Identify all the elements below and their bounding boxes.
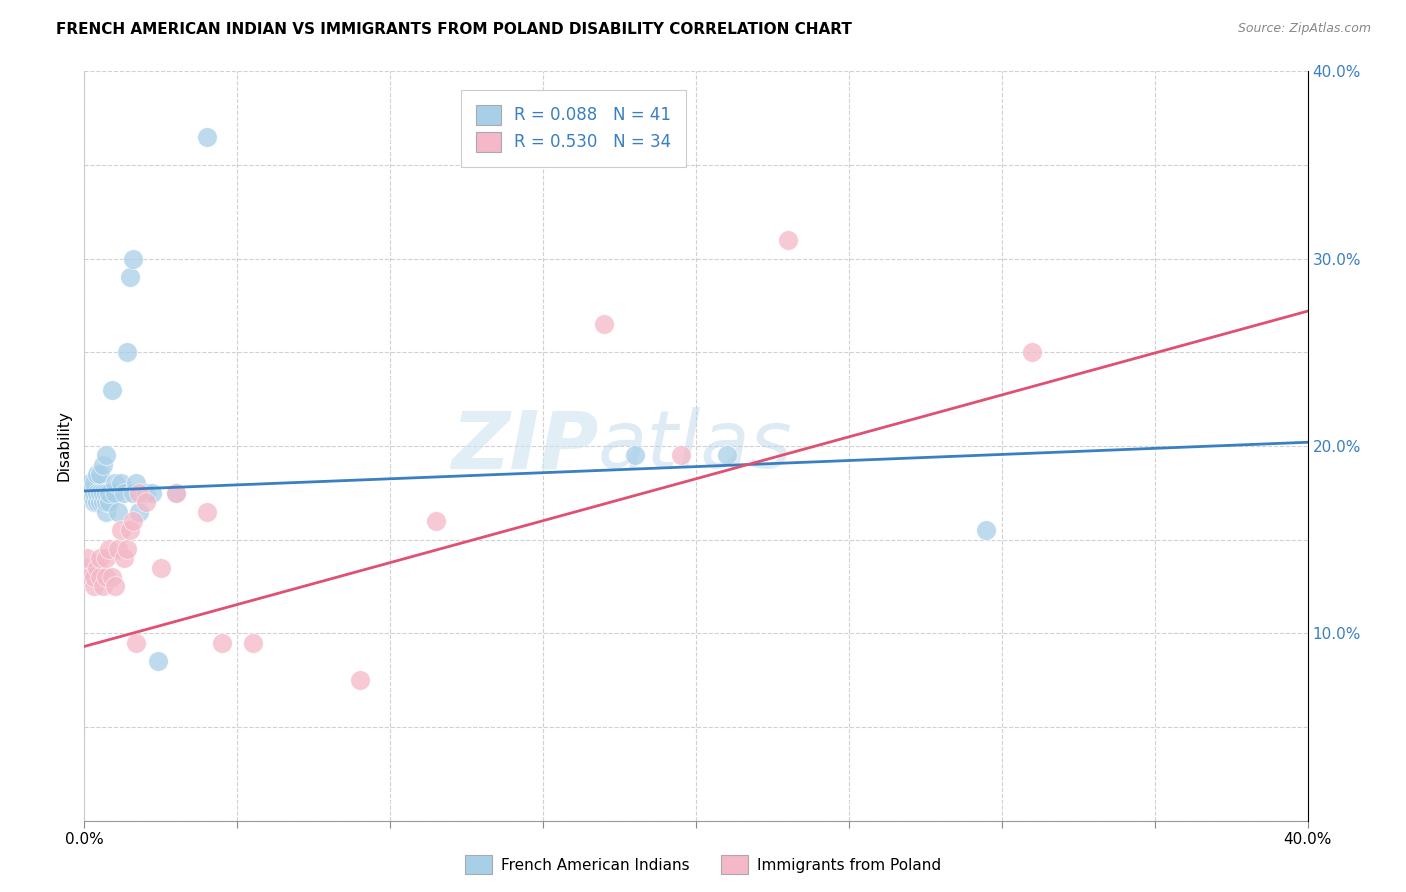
Point	[97, 495, 120, 509]
Point	[135, 486, 157, 500]
Point	[128, 486, 150, 500]
Point	[101, 570, 124, 584]
Point	[425, 514, 447, 528]
Point	[128, 505, 150, 519]
Point	[89, 467, 111, 482]
Point	[125, 476, 148, 491]
Point	[89, 495, 111, 509]
Legend: R = 0.088   N = 41, R = 0.530   N = 34: R = 0.088 N = 41, R = 0.530 N = 34	[465, 95, 682, 162]
Legend: French American Indians, Immigrants from Poland: French American Indians, Immigrants from…	[458, 849, 948, 880]
Point	[94, 486, 117, 500]
Point	[110, 524, 132, 538]
Point	[76, 551, 98, 566]
Point	[94, 505, 117, 519]
Point	[120, 270, 142, 285]
Point	[976, 524, 998, 538]
Point	[104, 486, 127, 500]
Point	[120, 524, 142, 538]
Point	[115, 345, 138, 359]
Y-axis label: Disability: Disability	[56, 410, 72, 482]
Point	[83, 495, 105, 509]
Point	[94, 449, 117, 463]
Point	[146, 655, 169, 669]
Point	[97, 542, 120, 557]
Point	[104, 580, 127, 594]
Point	[122, 252, 145, 266]
Point	[91, 458, 114, 472]
Point	[122, 514, 145, 528]
Point	[89, 570, 111, 584]
Point	[624, 449, 647, 463]
Point	[79, 570, 101, 584]
Point	[86, 486, 108, 500]
Point	[149, 561, 172, 575]
Point	[94, 570, 117, 584]
Point	[83, 476, 105, 491]
Point	[349, 673, 371, 688]
Point	[165, 486, 187, 500]
Point	[776, 233, 799, 247]
Point	[83, 580, 105, 594]
Point	[79, 486, 101, 500]
Text: FRENCH AMERICAN INDIAN VS IMMIGRANTS FROM POLAND DISABILITY CORRELATION CHART: FRENCH AMERICAN INDIAN VS IMMIGRANTS FRO…	[56, 22, 852, 37]
Point	[76, 561, 98, 575]
Point	[91, 580, 114, 594]
Point	[122, 486, 145, 500]
Point	[83, 486, 105, 500]
Point	[112, 486, 135, 500]
Point	[89, 551, 111, 566]
Point	[165, 486, 187, 500]
Point	[107, 542, 129, 557]
Point	[211, 635, 233, 649]
Point	[94, 551, 117, 566]
Point	[716, 449, 738, 463]
Text: ZIP: ZIP	[451, 407, 598, 485]
Point	[104, 476, 127, 491]
Point	[83, 570, 105, 584]
Point	[79, 476, 101, 491]
Point	[141, 486, 163, 500]
Point	[125, 635, 148, 649]
Point	[94, 495, 117, 509]
Point	[110, 476, 132, 491]
Point	[89, 486, 111, 500]
Text: Source: ZipAtlas.com: Source: ZipAtlas.com	[1237, 22, 1371, 36]
Point	[593, 318, 616, 332]
Point	[76, 486, 98, 500]
Point	[112, 551, 135, 566]
Point	[107, 505, 129, 519]
Point	[135, 495, 157, 509]
Point	[86, 495, 108, 509]
Point	[91, 495, 114, 509]
Text: atlas: atlas	[598, 407, 793, 485]
Point	[91, 486, 114, 500]
Point	[86, 467, 108, 482]
Point	[86, 561, 108, 575]
Point	[115, 542, 138, 557]
Point	[242, 635, 264, 649]
Point	[195, 505, 218, 519]
Point	[1021, 345, 1043, 359]
Point	[195, 130, 218, 145]
Point	[669, 449, 692, 463]
Point	[97, 486, 120, 500]
Point	[101, 383, 124, 397]
